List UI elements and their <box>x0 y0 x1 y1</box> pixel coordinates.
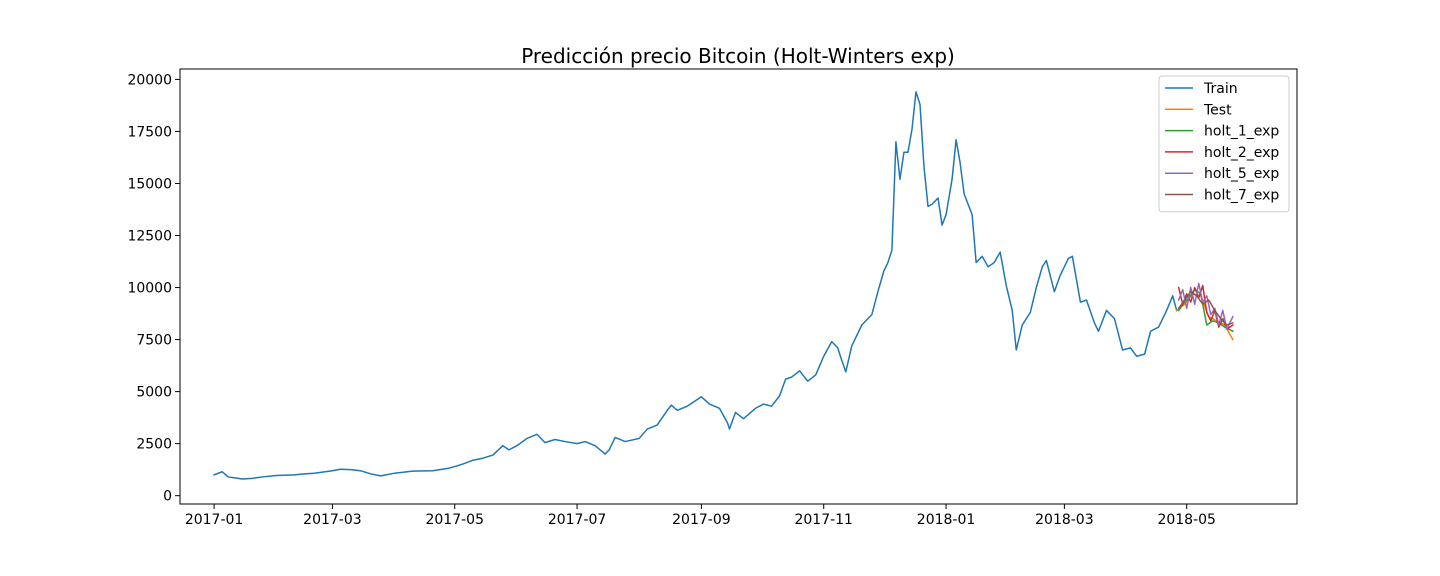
plot-frame <box>179 68 1298 505</box>
x-tick-label: 2018-05 <box>1157 512 1216 528</box>
series-line-holt-7-exp <box>1177 290 1234 326</box>
chart-title: Predicción precio Bitcoin (Holt-Winters … <box>521 44 955 68</box>
series-line-train <box>213 91 1178 480</box>
legend-label-holt-7-exp: holt_7_exp <box>1204 188 1279 204</box>
x-tick-label: 2018-03 <box>1035 512 1094 528</box>
y-tick-label: 5000 <box>136 385 172 401</box>
y-tick-label: 2500 <box>136 437 172 453</box>
x-tick-label: 2017-09 <box>672 512 731 528</box>
legend-label-holt-2-exp: holt_2_exp <box>1204 145 1279 161</box>
x-tick-label: 2017-07 <box>548 512 607 528</box>
series-line-holt-1-exp <box>1177 288 1234 333</box>
y-axis: 0 2500 5000 7500 10000 12500 15000 17500 20000 <box>127 72 180 505</box>
y-tick-label: 7500 <box>136 333 172 349</box>
y-tick-label: 15000 <box>127 176 172 192</box>
y-tick-label: 0 <box>163 489 172 505</box>
x-axis: 2017-01 2017-03 2017-05 2017-07 2017-09 2017-… <box>185 504 1216 528</box>
x-tick-label: 2017-03 <box>303 512 362 528</box>
y-tick-label: 12500 <box>127 229 172 245</box>
series-line-holt-5-exp <box>1177 282 1234 330</box>
series-layer <box>213 91 1234 480</box>
x-tick-label: 2017-05 <box>425 512 484 528</box>
x-tick-label: 2017-01 <box>185 512 244 528</box>
legend-label-holt-5-exp: holt_5_exp <box>1204 166 1279 182</box>
y-tick-label: 10000 <box>127 281 172 297</box>
y-tick-label: 17500 <box>127 124 172 140</box>
x-tick-label: 2017-11 <box>794 512 853 528</box>
legend-label-test: Test <box>1203 102 1232 118</box>
y-tick-label: 20000 <box>127 72 172 88</box>
legend-label-holt-1-exp: holt_1_exp <box>1204 124 1279 140</box>
legend-label-train: Train <box>1203 81 1238 97</box>
x-tick-label: 2018-01 <box>917 512 976 528</box>
legend: Train Test holt_1_exp holt_2_exp holt_5_exph… <box>1158 75 1290 213</box>
